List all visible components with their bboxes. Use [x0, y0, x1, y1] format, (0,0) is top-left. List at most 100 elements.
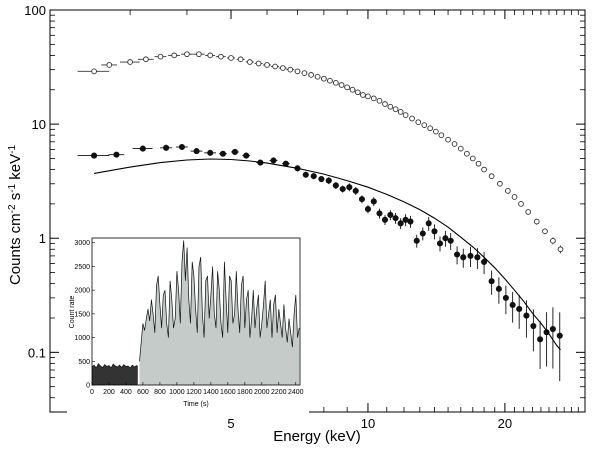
- inset-x-tick-label: 1200: [186, 389, 202, 396]
- open-data-point: [518, 201, 524, 207]
- open-data-point: [237, 56, 244, 63]
- open-data-point: [308, 72, 314, 78]
- filled-data-point: [358, 196, 365, 203]
- open-data-point: [264, 62, 270, 68]
- inset-y-tick-label: 3000: [74, 240, 90, 247]
- filled-data-point: [91, 152, 98, 159]
- open-data-point: [228, 55, 234, 61]
- filled-data-point: [407, 218, 414, 225]
- filled-data-point: [413, 237, 420, 244]
- filled-data-point: [207, 149, 214, 156]
- open-data-point: [511, 194, 518, 200]
- x-tick-label: 10: [361, 416, 375, 431]
- filled-data-point: [270, 157, 277, 164]
- inset-x-tick-label: 1600: [220, 389, 236, 396]
- inset-axes: 0 200 400 600 800 1000 1200 1400 1600 1800 2000 220…: [74, 240, 303, 396]
- inset-x-tick-label: 200: [103, 389, 115, 396]
- filled-data-point: [243, 152, 250, 159]
- open-data-point: [525, 209, 532, 215]
- filled-data-point: [381, 216, 389, 223]
- open-data-point: [106, 62, 113, 68]
- open-data-point: [382, 101, 388, 107]
- filled-data-point: [318, 176, 325, 183]
- inset-y-tick-label: 1500: [74, 311, 90, 318]
- open-data-point: [127, 59, 133, 65]
- filled-data-point: [397, 220, 404, 227]
- filled-data-point: [163, 144, 170, 151]
- open-data-point: [314, 73, 321, 80]
- inset-x-tick-label: 400: [120, 389, 132, 396]
- open-data-point: [338, 82, 345, 88]
- filled-data-point: [442, 235, 449, 242]
- open-data-point: [171, 52, 178, 59]
- inset-x-tick-label: 2200: [271, 389, 287, 396]
- inset-x-tick-label: 600: [137, 389, 149, 396]
- open-data-point: [294, 68, 301, 75]
- open-data-point: [301, 70, 308, 76]
- filled-data-point: [370, 198, 377, 205]
- inset-x-axis-label: Time (s): [183, 401, 208, 408]
- open-data-point: [451, 141, 458, 147]
- open-data-point: [387, 103, 394, 110]
- model-curve: [94, 158, 561, 351]
- open-data-point: [402, 112, 409, 118]
- open-data-point: [247, 59, 253, 65]
- open-data-point: [354, 89, 361, 96]
- open-data-point: [349, 86, 356, 93]
- open-data-point: [504, 188, 511, 194]
- open-data-point: [280, 65, 286, 71]
- open-data-point: [321, 75, 327, 82]
- inset-y-tick-label: 0: [86, 383, 90, 390]
- open-data-point: [157, 53, 164, 60]
- open-data-point: [421, 122, 428, 128]
- filled-data-point: [325, 177, 332, 184]
- open-data-point: [327, 77, 333, 84]
- open-data-point: [365, 93, 371, 100]
- open-data-point: [550, 237, 556, 244]
- inset-y-tick-label: 2000: [74, 288, 90, 295]
- inset-dark-outline: [91, 363, 139, 369]
- inset-y-tick-label: 500: [78, 359, 90, 366]
- y-tick-label: 10: [32, 117, 46, 132]
- filled-data-point: [509, 301, 516, 309]
- filled-data-point: [339, 185, 346, 193]
- inset-x-tick-label: 1800: [237, 389, 253, 396]
- open-data-point: [469, 155, 476, 162]
- inset-plot: 0 200 400 600 800 1000 1200 1400 1600 1800 2000 220…: [67, 236, 309, 414]
- inset-dark-area: [92, 363, 138, 385]
- open-data-point: [409, 115, 415, 122]
- y-tick-label: 0.1: [28, 345, 46, 360]
- x-tick-label: 20: [498, 416, 512, 431]
- filled-data-point: [454, 251, 461, 258]
- x-tick-label: 5: [227, 416, 234, 431]
- filled-data-point: [231, 148, 238, 156]
- filled-data-point: [113, 151, 120, 158]
- inset-x-tick-label: 1400: [203, 389, 219, 396]
- inset-x-tick-label: 0: [90, 389, 94, 396]
- filled-data-point: [419, 230, 426, 237]
- filled-data-point: [139, 145, 146, 152]
- filled-data-point: [352, 187, 359, 194]
- inset-x-tick-label: 1000: [169, 389, 185, 396]
- inset-y-axis-label: Count rate: [69, 296, 76, 329]
- filled-data-point: [219, 150, 227, 157]
- open-data-point: [427, 125, 434, 132]
- filled-data-point: [302, 171, 309, 178]
- inset-y-tick-label: 2500: [74, 264, 90, 271]
- main-series: [77, 51, 564, 382]
- inset-y-tick-label: 1000: [74, 335, 90, 342]
- open-data-point: [272, 63, 278, 70]
- open-data-point: [533, 218, 540, 225]
- open-data-point: [360, 92, 366, 98]
- filled-data-point: [193, 148, 200, 155]
- open-data-point: [196, 51, 202, 58]
- open-data-point: [432, 128, 439, 135]
- filled-data-point: [387, 211, 394, 218]
- y-tick-label: 100: [24, 3, 46, 18]
- open-data-point: [542, 228, 548, 235]
- filled-data-point: [447, 237, 454, 244]
- main-plot-frame: [49, 9, 586, 413]
- y-axis-label: Counts cm-2 s-1 keV-1: [7, 145, 24, 286]
- open-data-point: [488, 173, 495, 179]
